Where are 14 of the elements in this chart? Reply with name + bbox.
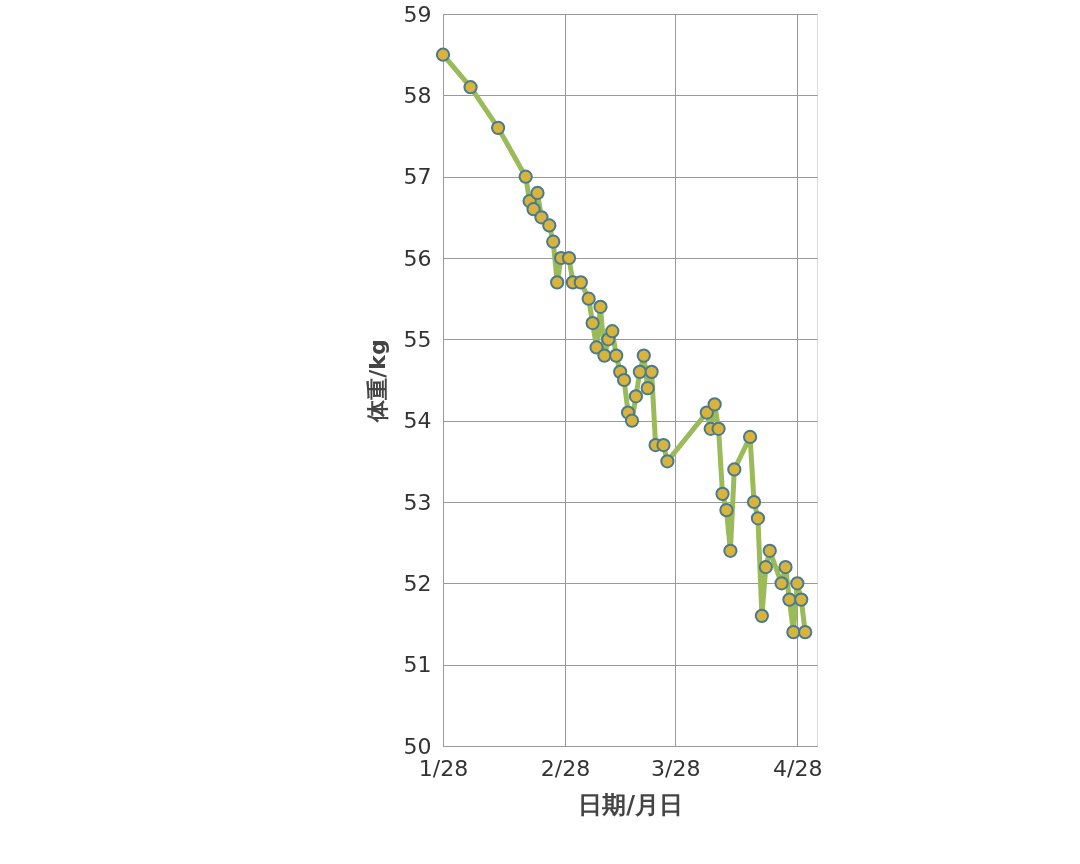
x-tick-label: 4/28: [773, 755, 823, 781]
x-tick-label: 2/28: [540, 755, 591, 781]
y-tick-label: 56: [403, 245, 432, 271]
y-tick-label: 53: [403, 489, 432, 515]
x-tick-label: 3/28: [651, 755, 701, 781]
y-tick-label: 54: [403, 408, 432, 434]
y-axis-title: 体重/kg: [364, 339, 390, 423]
y-tick-label: 57: [403, 164, 432, 190]
y-tick-label: 52: [403, 570, 432, 596]
x-axis-title: 日期/月日: [578, 790, 683, 819]
y-tick-label: 58: [403, 82, 432, 108]
y-tick-label: 55: [403, 326, 432, 352]
y-tick-label: 51: [403, 652, 432, 678]
y-tick-label: 59: [403, 1, 432, 27]
